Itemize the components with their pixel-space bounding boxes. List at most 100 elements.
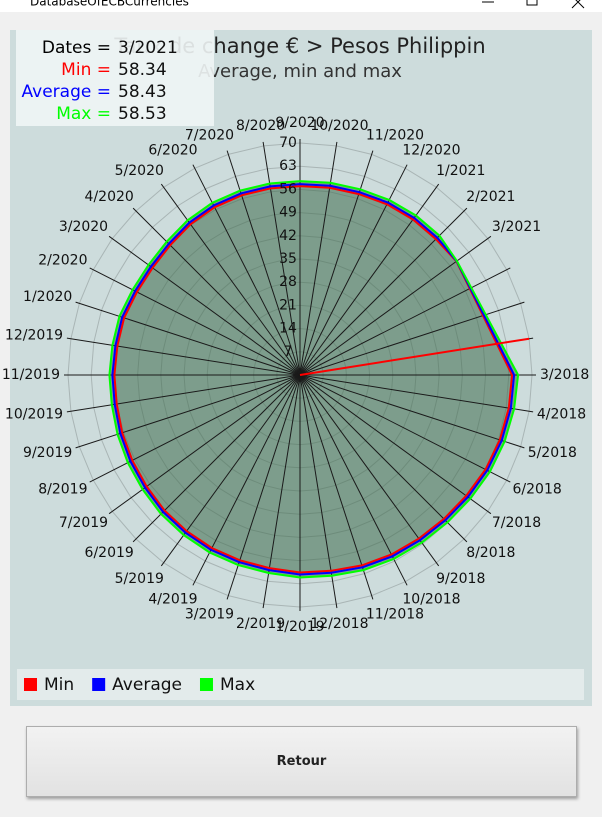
back-button[interactable]: Retour: [26, 726, 577, 797]
category-label: 7/2020: [185, 127, 234, 143]
spoke: [299, 267, 511, 376]
r-tick-label: 49: [279, 205, 297, 221]
legend-swatch: [199, 678, 213, 691]
category-label: 2/2021: [466, 189, 515, 205]
spoke: [226, 150, 301, 376]
category-label: 7/2018: [492, 515, 541, 531]
tooltip-label: Dates =: [42, 38, 111, 58]
legend-swatch: [24, 678, 37, 691]
spoke: [299, 141, 338, 376]
spoke: [299, 374, 408, 586]
legend-label: Min: [44, 675, 74, 695]
category-label: 8/2019: [38, 481, 87, 497]
category-label: 10/2018: [402, 592, 460, 608]
category-label: 2/2020: [38, 253, 87, 269]
spoke: [66, 337, 301, 376]
category-label: 4/2018: [537, 406, 586, 422]
tooltip-value: 58.34: [118, 60, 167, 80]
category-label: 4/2020: [85, 189, 134, 205]
spoke: [299, 374, 374, 600]
category-label: 11/2018: [366, 607, 424, 623]
category-label: 12/2019: [5, 328, 63, 344]
category-label: 6/2020: [148, 143, 197, 159]
series-line: [113, 185, 514, 574]
tooltip-label: Min =: [61, 60, 111, 80]
category-label: 10/2020: [310, 118, 368, 134]
spoke: [299, 374, 338, 609]
category-label: 5/2018: [528, 445, 577, 461]
spoke: [299, 374, 492, 515]
legend-label: Average: [112, 675, 182, 695]
spoke: [299, 374, 468, 543]
category-label: 4/2019: [148, 592, 197, 608]
series-line: [111, 183, 516, 576]
category-label: 12/2018: [310, 616, 368, 632]
category-label: 5/2020: [115, 163, 164, 179]
category-label: 11/2020: [366, 127, 424, 143]
legend-swatch: [92, 678, 106, 691]
category-label: 11/2019: [2, 367, 60, 383]
category-label: 8/2018: [466, 545, 515, 561]
tooltip-value: 3/2021: [118, 38, 178, 58]
tooltip-label: Max =: [56, 104, 111, 124]
r-tick-label: 63: [279, 158, 297, 174]
spoke: [299, 374, 440, 567]
category-label: 9/2020: [275, 115, 324, 131]
r-tick-label: 42: [279, 228, 297, 244]
category-label: 1/2020: [23, 289, 72, 305]
category-label: 1/2019: [275, 619, 324, 635]
category-label: 1/2021: [436, 163, 485, 179]
spoke: [75, 301, 301, 376]
cursor-line: [299, 337, 530, 376]
spoke: [160, 183, 301, 376]
category-label: 7/2019: [59, 515, 108, 531]
category-label: 8/2020: [236, 118, 285, 134]
close-button[interactable]: [571, 0, 585, 9]
chart: DatabaseOfECBCurrencies Taux de change €…: [0, 0, 602, 706]
spoke: [299, 235, 492, 376]
title-bar: [0, 0, 602, 12]
tooltip-value: 58.43: [118, 82, 167, 102]
spoke: [299, 301, 525, 376]
r-tick-label: 56: [279, 181, 297, 197]
spoke: [192, 164, 301, 376]
r-tick-label: 7: [284, 344, 293, 360]
r-tick-label: 70: [279, 135, 297, 151]
category-label: 9/2019: [23, 445, 72, 461]
category-label: 3/2020: [59, 219, 108, 235]
chart-subtitle: Average, min and max: [198, 61, 402, 82]
spoke: [299, 374, 534, 413]
category-label: 9/2018: [436, 571, 485, 587]
category-label: 3/2018: [540, 367, 589, 383]
category-label: 3/2019: [185, 607, 234, 623]
spoke: [89, 374, 301, 483]
category-label: 5/2019: [115, 571, 164, 587]
r-tick-label: 28: [279, 274, 297, 290]
spoke: [108, 374, 301, 515]
spoke: [108, 235, 301, 376]
r-tick-label: 35: [279, 251, 297, 267]
spoke: [160, 374, 301, 567]
legend-box: [17, 669, 584, 700]
category-label: 2/2019: [236, 616, 285, 632]
spoke: [66, 374, 301, 413]
category-label: 12/2020: [402, 143, 460, 159]
legend-label: Max: [220, 675, 255, 695]
category-label: 10/2019: [5, 406, 63, 422]
window-title: DatabaseOfECBCurrencies: [30, 0, 189, 9]
tooltip-box: [16, 30, 214, 126]
spoke: [299, 374, 511, 483]
tooltip-value: 58.53: [118, 104, 167, 124]
maximize-button[interactable]: [526, 0, 538, 6]
tooltip-label: Average =: [22, 82, 111, 102]
spoke: [262, 141, 301, 376]
spoke: [75, 374, 301, 449]
spoke: [299, 150, 374, 376]
spoke: [89, 267, 301, 376]
category-label: 6/2019: [85, 545, 134, 561]
category-label: 6/2018: [513, 481, 562, 497]
category-label: 3/2021: [492, 219, 541, 235]
spoke: [299, 374, 525, 449]
spoke: [132, 207, 301, 376]
